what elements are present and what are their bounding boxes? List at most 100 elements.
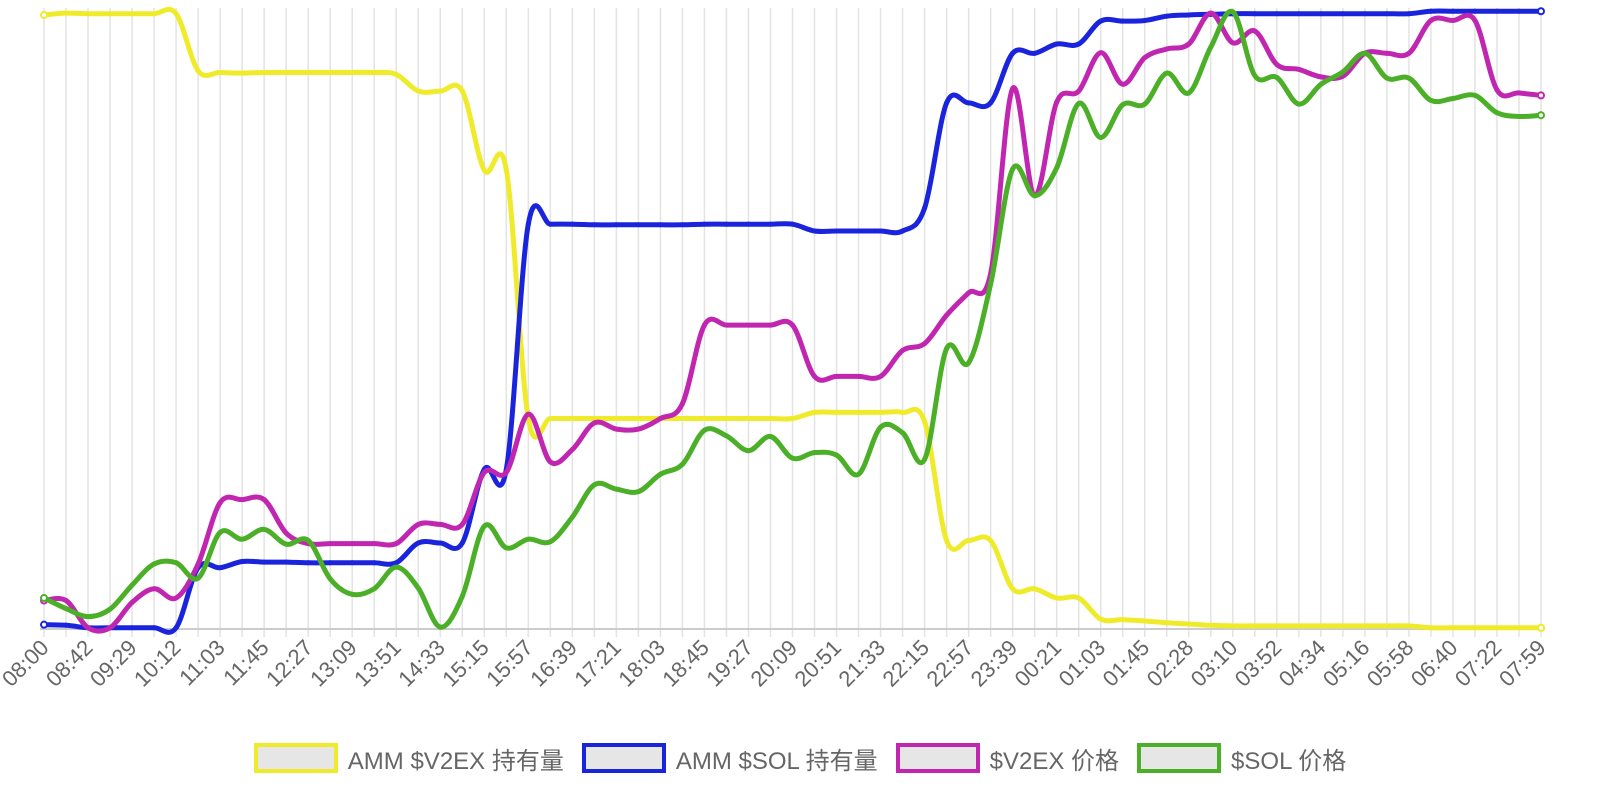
data-point[interactable] [812, 409, 818, 415]
data-point[interactable] [349, 591, 355, 597]
data-point[interactable] [261, 70, 267, 76]
data-point[interactable] [1076, 41, 1082, 47]
data-point[interactable] [1494, 625, 1500, 631]
data-point[interactable] [415, 88, 421, 94]
data-point[interactable] [283, 70, 289, 76]
data-point[interactable] [547, 539, 553, 545]
data-point[interactable] [1120, 617, 1126, 623]
data-point[interactable] [812, 228, 818, 234]
data-point[interactable] [437, 521, 443, 527]
data-point[interactable] [1472, 18, 1478, 24]
data-point[interactable] [1450, 96, 1456, 102]
data-point[interactable] [1537, 91, 1545, 100]
data-point[interactable] [878, 424, 884, 430]
data-point[interactable] [525, 411, 531, 417]
data-point[interactable] [1142, 55, 1148, 61]
data-point[interactable] [613, 222, 619, 228]
data-point[interactable] [305, 70, 311, 76]
data-point[interactable] [547, 416, 553, 422]
data-point[interactable] [1054, 99, 1060, 105]
data-point[interactable] [1537, 7, 1545, 16]
data-point[interactable] [834, 409, 840, 415]
data-point[interactable] [1274, 623, 1280, 629]
data-point[interactable] [1296, 101, 1302, 107]
data-point[interactable] [1384, 50, 1390, 56]
data-point[interactable] [1318, 11, 1324, 17]
data-point[interactable] [1318, 81, 1324, 87]
data-point[interactable] [988, 537, 994, 543]
data-point[interactable] [1252, 28, 1258, 34]
data-point[interactable] [657, 222, 663, 228]
data-point[interactable] [1274, 11, 1280, 17]
data-point[interactable] [1164, 46, 1170, 52]
data-point[interactable] [856, 471, 862, 477]
data-point[interactable] [239, 536, 245, 542]
data-point[interactable] [1032, 50, 1038, 56]
data-point[interactable] [1274, 74, 1280, 80]
data-point[interactable] [1494, 8, 1500, 14]
data-point[interactable] [327, 560, 333, 566]
data-point[interactable] [1010, 586, 1016, 592]
data-point[interactable] [1010, 86, 1016, 92]
data-point[interactable] [195, 561, 201, 567]
data-point[interactable] [1406, 75, 1412, 81]
data-point[interactable] [1098, 616, 1104, 622]
data-point[interactable] [1516, 8, 1522, 14]
data-point[interactable] [966, 537, 972, 543]
data-point[interactable] [1537, 623, 1545, 632]
data-point[interactable] [195, 575, 201, 581]
data-point[interactable] [569, 416, 575, 422]
data-point[interactable] [349, 541, 355, 547]
data-point[interactable] [1428, 8, 1434, 14]
data-point[interactable] [327, 70, 333, 76]
data-point[interactable] [922, 205, 928, 211]
data-point[interactable] [437, 88, 443, 94]
data-point[interactable] [1186, 41, 1192, 47]
data-point[interactable] [944, 537, 950, 543]
data-point[interactable] [635, 416, 641, 422]
data-point[interactable] [173, 595, 179, 601]
data-point[interactable] [107, 606, 113, 612]
data-point[interactable] [988, 281, 994, 287]
data-point[interactable] [239, 497, 245, 503]
data-point[interactable] [217, 500, 223, 506]
data-point[interactable] [635, 222, 641, 228]
data-point[interactable] [85, 625, 91, 631]
data-point[interactable] [635, 426, 641, 432]
data-point[interactable] [723, 433, 729, 439]
data-point[interactable] [1362, 11, 1368, 17]
data-point[interactable] [679, 461, 685, 467]
data-point[interactable] [701, 322, 707, 328]
data-point[interactable] [988, 100, 994, 106]
data-point[interactable] [173, 560, 179, 566]
data-point[interactable] [1032, 193, 1038, 199]
data-point[interactable] [966, 360, 972, 366]
data-point[interactable] [327, 541, 333, 547]
data-point[interactable] [481, 167, 487, 173]
data-point[interactable] [349, 70, 355, 76]
data-point[interactable] [305, 560, 311, 566]
data-point[interactable] [1384, 11, 1390, 17]
data-point[interactable] [900, 347, 906, 353]
data-point[interactable] [745, 416, 751, 422]
data-point[interactable] [1494, 110, 1500, 116]
data-point[interactable] [591, 420, 597, 426]
data-point[interactable] [1362, 623, 1368, 629]
data-point[interactable] [635, 489, 641, 495]
data-point[interactable] [1054, 595, 1060, 601]
data-point[interactable] [1120, 18, 1126, 24]
data-point[interactable] [415, 540, 421, 546]
data-point[interactable] [1208, 10, 1214, 16]
data-point[interactable] [481, 523, 487, 529]
data-point[interactable] [1142, 18, 1148, 24]
data-point[interactable] [790, 416, 795, 422]
data-point[interactable] [371, 560, 377, 566]
data-point[interactable] [129, 599, 135, 605]
data-point[interactable] [679, 401, 685, 407]
data-point[interactable] [283, 559, 289, 565]
data-point[interactable] [812, 450, 818, 456]
data-point[interactable] [393, 71, 399, 77]
legend-item-3[interactable]: $V2EX 价格 [895, 741, 1119, 776]
data-point[interactable] [1120, 102, 1126, 108]
data-point[interactable] [966, 100, 972, 106]
